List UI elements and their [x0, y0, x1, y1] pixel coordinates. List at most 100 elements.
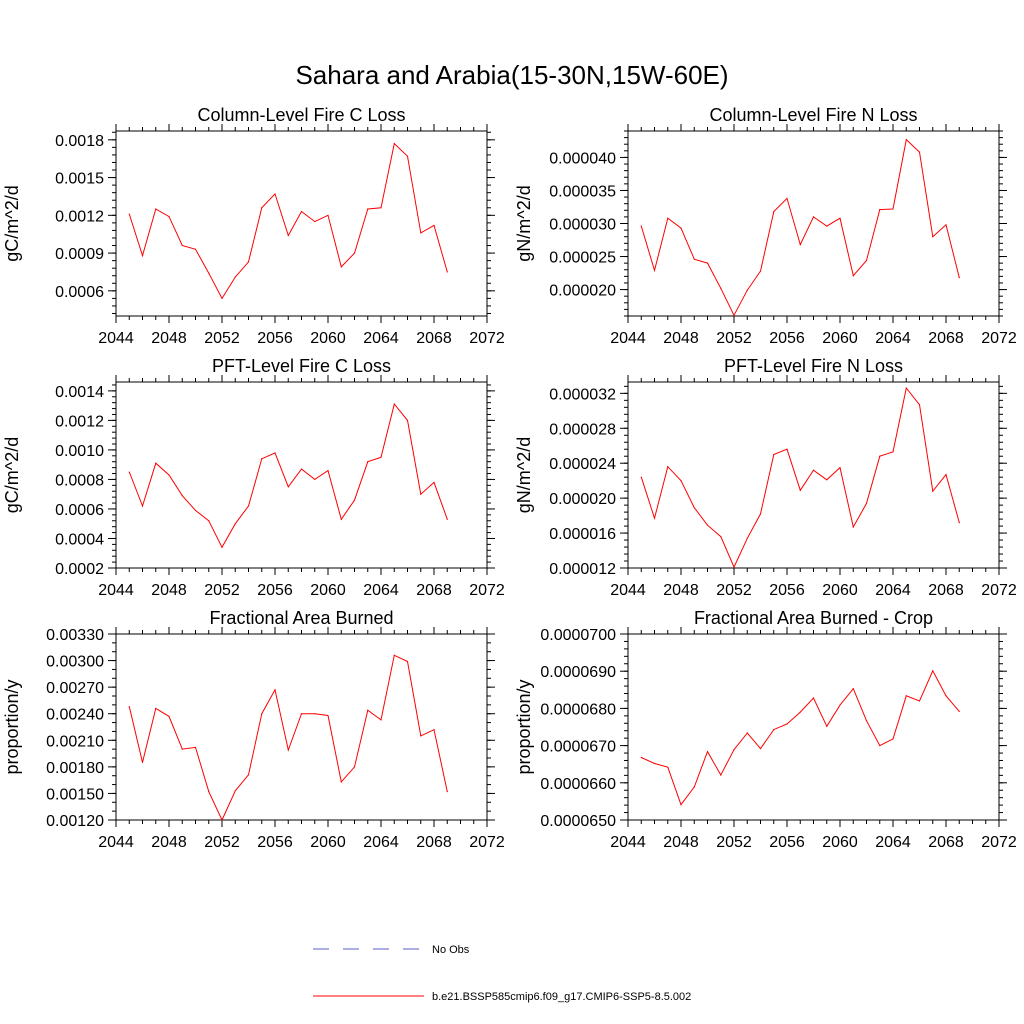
data-point: [812, 216, 815, 218]
data-point: [759, 270, 762, 272]
x-tick-label: 2044: [98, 582, 134, 599]
x-tick-label: 2064: [875, 582, 911, 599]
data-point: [706, 750, 709, 753]
panel-title: Fractional Area Burned: [209, 608, 393, 628]
x-tick-label: 2068: [416, 330, 452, 347]
legend: No Obs b.e21.BSSP585cmip6.f09_g17.CMIP6-S…: [313, 944, 691, 1003]
data-point: [839, 704, 841, 706]
x-tick-label: 2056: [769, 582, 805, 599]
x-tick-label: 2048: [151, 330, 187, 347]
x-tick-label: 2068: [928, 330, 964, 347]
y-tick-label: 0.0009: [55, 246, 104, 263]
y-tick-label: 0.000016: [549, 526, 616, 543]
data-point: [155, 208, 157, 210]
data-point: [720, 774, 722, 776]
data-point: [353, 252, 356, 254]
panel-title: Column-Level Fire N Loss: [709, 105, 917, 125]
data-point: [446, 518, 448, 520]
x-tick-label: 2068: [416, 582, 452, 599]
data-point: [141, 761, 144, 764]
data-point: [640, 225, 642, 227]
y-tick-label: 0.0014: [55, 384, 104, 401]
data-point: [340, 518, 342, 520]
data-point: [420, 735, 422, 737]
data-point: [759, 513, 762, 515]
data-point: [667, 766, 669, 768]
y-tick-label: 0.00120: [46, 813, 104, 830]
data-point: [720, 287, 722, 289]
y-tick-label: 0.000030: [549, 217, 616, 234]
data-point: [799, 711, 801, 713]
figure-title: Sahara and Arabia(15-30N,15W-60E): [295, 60, 728, 90]
x-tick-label: 2068: [928, 582, 964, 599]
y-tick-label: 0.0008: [55, 472, 104, 489]
data-point: [155, 462, 157, 464]
data-point: [300, 468, 303, 470]
data-point: [406, 660, 409, 663]
data-point: [746, 289, 748, 291]
data-point: [155, 707, 157, 710]
data-point: [826, 725, 828, 727]
data-point: [786, 197, 788, 199]
data-point: [327, 214, 329, 216]
y-axis-label: gC/m^2/d: [2, 185, 22, 261]
data-point: [194, 746, 197, 748]
panel-3: PFT-Level Fire C Loss gC/m^2/d 2044 2048 205…: [2, 356, 505, 599]
data-point: [773, 453, 775, 456]
data-point: [353, 499, 356, 501]
data-point: [353, 766, 356, 768]
x-tick-label: 2052: [716, 582, 752, 599]
y-tick-label: 0.000028: [549, 421, 616, 438]
data-point: [128, 471, 130, 473]
data-point: [287, 234, 289, 237]
data-point: [812, 469, 815, 471]
data-point: [128, 213, 130, 215]
x-tick-label: 2072: [469, 330, 505, 347]
legend-item: No Obs: [313, 944, 470, 956]
x-tick-label: 2052: [204, 834, 240, 851]
x-tick-label: 2052: [716, 834, 752, 851]
data-point: [706, 262, 709, 264]
x-tick-label: 2056: [769, 330, 805, 347]
x-tick-label: 2052: [204, 330, 240, 347]
data-point: [879, 209, 881, 211]
data-point: [812, 697, 815, 699]
data-point: [932, 490, 934, 492]
data-point: [958, 521, 960, 524]
y-axis-label: gN/m^2/d: [514, 185, 534, 261]
data-point: [393, 654, 395, 656]
data-point: [234, 790, 236, 792]
data-point: [667, 466, 669, 468]
data-point: [680, 480, 682, 482]
data-point: [879, 745, 881, 747]
data-point: [799, 489, 801, 491]
y-tick-label: 0.0000650: [540, 813, 616, 830]
data-point: [826, 479, 828, 481]
x-tick-label: 2056: [257, 582, 293, 599]
data-point: [247, 774, 250, 776]
data-point: [799, 244, 801, 246]
data-point: [892, 738, 894, 740]
data-point: [208, 272, 210, 274]
y-tick-label: 0.00210: [46, 733, 104, 750]
x-tick-label: 2048: [151, 582, 187, 599]
data-point: [340, 781, 342, 783]
data-point: [420, 232, 422, 234]
x-tick-label: 2060: [310, 582, 346, 599]
panel-1: Column-Level Fire C Loss gC/m^2/d 2044 2048…: [2, 105, 505, 347]
data-point: [892, 208, 894, 210]
data-point: [653, 762, 656, 765]
data-point: [759, 747, 762, 750]
data-point: [314, 221, 316, 223]
data-point: [746, 732, 748, 734]
data-point: [274, 689, 276, 691]
data-point: [141, 254, 144, 257]
x-tick-label: 2060: [822, 330, 858, 347]
x-tick-label: 2072: [469, 582, 505, 599]
panel-6: Fractional Area Burned - Crop proportion/…: [514, 608, 1017, 851]
data-point: [287, 486, 289, 488]
data-point: [300, 210, 303, 213]
data-point: [433, 224, 435, 226]
data-point: [839, 217, 841, 219]
y-tick-label: 0.000035: [549, 183, 616, 200]
